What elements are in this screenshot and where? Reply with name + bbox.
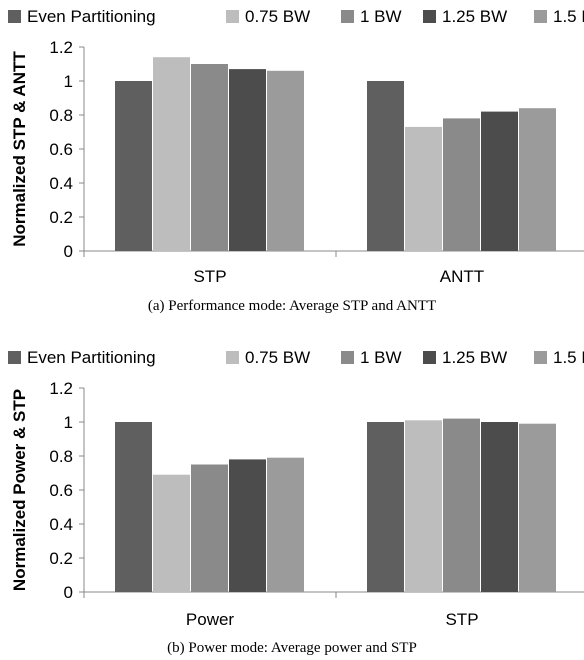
y-tick-label-0: 0 bbox=[64, 583, 73, 602]
legend-swatch-2 bbox=[341, 351, 354, 364]
y-tick-label-4: 0.8 bbox=[49, 447, 73, 466]
bar-stp-3 bbox=[481, 422, 518, 592]
bar-antt-4 bbox=[519, 108, 556, 251]
chart-caption: (a) Performance mode: Average STP and AN… bbox=[148, 298, 436, 314]
bar-power-0 bbox=[115, 422, 152, 592]
chart-panel-1: Even Partitioning 0.75 BW 1 BW 1.25 BW 1.5 B… bbox=[8, 348, 584, 656]
legend-label-2: 1 BW bbox=[360, 348, 402, 367]
y-tick-label-6: 1.2 bbox=[49, 379, 73, 398]
y-tick-label-3: 0.6 bbox=[49, 481, 73, 500]
chart-panel-0: Even Partitioning 0.75 BW 1 BW 1.25 BW 1.5 B… bbox=[8, 7, 584, 314]
bar-stp-0 bbox=[115, 81, 152, 251]
y-axis-label: Normalized Power & STP bbox=[10, 389, 29, 591]
bar-stp-4 bbox=[519, 423, 556, 592]
bar-antt-1 bbox=[405, 126, 442, 251]
category-label-1: STP bbox=[445, 610, 478, 629]
bar-stp-2 bbox=[443, 418, 480, 592]
legend-swatch-2 bbox=[341, 10, 354, 23]
legend-swatch-3 bbox=[423, 10, 436, 23]
bar-power-2 bbox=[191, 464, 228, 592]
y-tick-label-5: 1 bbox=[64, 413, 73, 432]
bar-stp-4 bbox=[267, 70, 304, 251]
bar-stp-3 bbox=[229, 69, 266, 251]
legend-label-0: Even Partitioning bbox=[27, 7, 156, 26]
y-tick-label-4: 0.8 bbox=[49, 106, 73, 125]
legend-swatch-4 bbox=[534, 351, 547, 364]
chart-caption: (b) Power mode: Average power and STP bbox=[167, 640, 417, 656]
legend-swatch-3 bbox=[423, 351, 436, 364]
legend-label-1: 0.75 BW bbox=[245, 348, 310, 367]
y-tick-label-6: 1.2 bbox=[49, 38, 73, 57]
legend-label-4: 1.5 BW bbox=[553, 348, 584, 367]
category-label-0: STP bbox=[193, 267, 226, 286]
bar-stp-1 bbox=[405, 420, 442, 592]
y-tick-label-1: 0.2 bbox=[49, 549, 73, 568]
category-label-1: ANTT bbox=[440, 267, 484, 286]
y-axis-label: Normalized STP & ANTT bbox=[10, 51, 29, 247]
y-tick-label-5: 1 bbox=[64, 72, 73, 91]
y-tick-label-2: 0.4 bbox=[49, 174, 73, 193]
bar-stp-0 bbox=[367, 422, 404, 592]
y-tick-label-3: 0.6 bbox=[49, 140, 73, 159]
bar-antt-3 bbox=[481, 111, 518, 251]
bar-antt-2 bbox=[443, 118, 480, 252]
bar-antt-0 bbox=[367, 81, 404, 251]
y-tick-label-2: 0.4 bbox=[49, 515, 73, 534]
legend-label-4: 1.5 BW bbox=[553, 7, 584, 26]
legend-swatch-0 bbox=[8, 10, 21, 23]
legend-swatch-1 bbox=[226, 10, 239, 23]
legend-swatch-0 bbox=[8, 351, 21, 364]
y-tick-label-0: 0 bbox=[64, 242, 73, 261]
bar-power-1 bbox=[153, 474, 190, 592]
legend-label-2: 1 BW bbox=[360, 7, 402, 26]
category-label-0: Power bbox=[186, 610, 235, 629]
legend-label-3: 1.25 BW bbox=[442, 7, 507, 26]
y-tick-label-1: 0.2 bbox=[49, 208, 73, 227]
bar-power-4 bbox=[267, 457, 304, 592]
legend-label-1: 0.75 BW bbox=[245, 7, 310, 26]
legend-label-0: Even Partitioning bbox=[27, 348, 156, 367]
legend: Even Partitioning 0.75 BW 1 BW 1.25 BW 1.5 B… bbox=[8, 7, 584, 26]
bar-power-3 bbox=[229, 459, 266, 592]
bar-stp-1 bbox=[153, 57, 190, 252]
legend: Even Partitioning 0.75 BW 1 BW 1.25 BW 1.5 B… bbox=[8, 348, 584, 367]
legend-swatch-4 bbox=[534, 10, 547, 23]
legend-swatch-1 bbox=[226, 351, 239, 364]
legend-label-3: 1.25 BW bbox=[442, 348, 507, 367]
bar-stp-2 bbox=[191, 64, 228, 251]
